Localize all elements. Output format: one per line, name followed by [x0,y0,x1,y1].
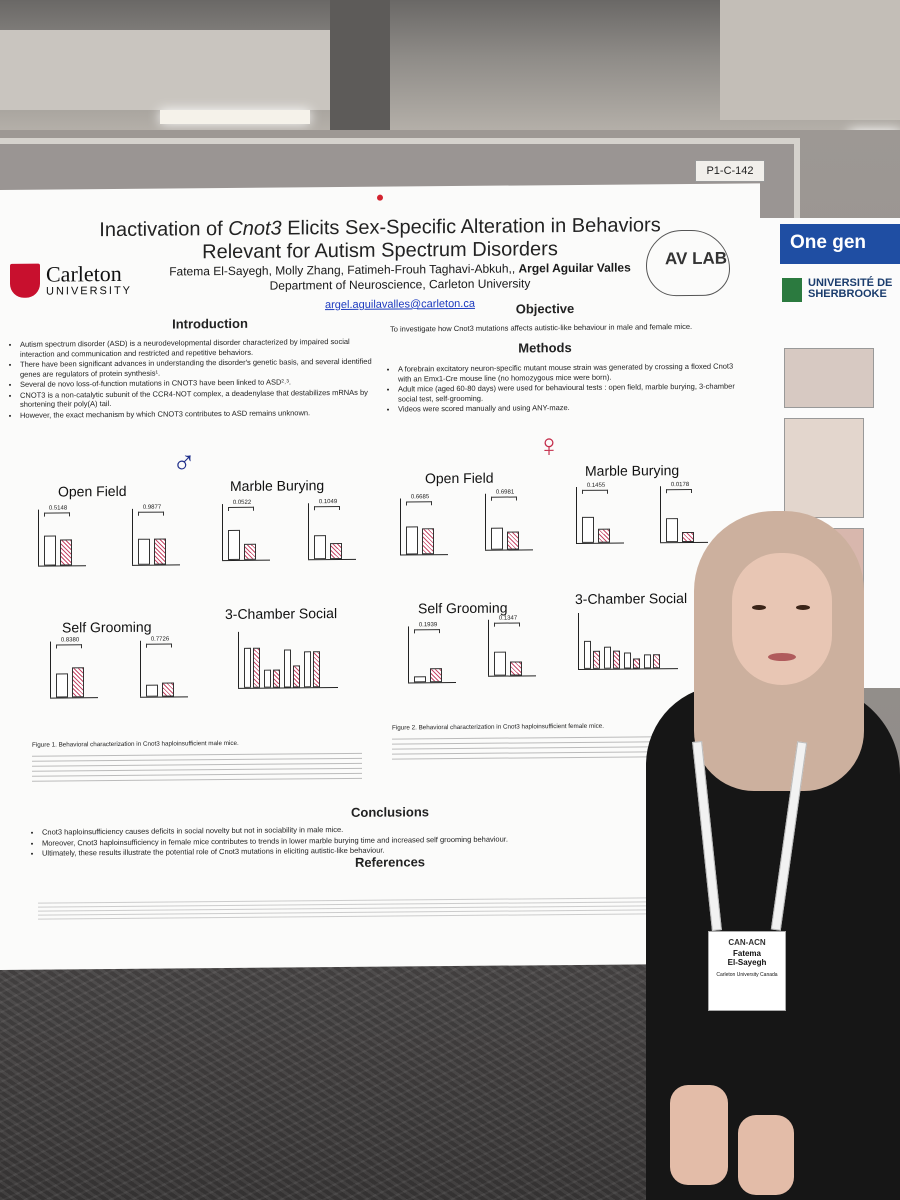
authors: Fatema El-Sayegh, Molly Zhang, Fatimeh-F… [169,260,631,293]
male-fig-f: 0.7726 [130,636,190,709]
male-symbol-icon: ♂ [172,444,196,481]
female-open-field-heading: Open Field [425,469,494,487]
introduction-list: Autism spectrum disorder (ASD) is a neur… [12,337,372,421]
male-fig-d: 0.1049 [298,499,358,572]
av-lab-logo: AV LAB [646,229,730,297]
board-label: P1-C-142 [695,160,765,182]
male-fig-a: 0.5148 [28,505,88,578]
figure-1-caption: Figure 1. Behavioral characterization in… [32,739,239,749]
female-symbol-icon: ♀ [537,427,561,464]
female-fig-f: 0.1347 [478,615,538,688]
female-self-grooming-heading: Self Grooming [418,599,508,617]
methods-list: A forebrain excitatory neuron-specific m… [390,362,740,416]
right-hand [738,1115,794,1195]
carleton-logo: Carleton UNIVERSITY [10,261,150,302]
female-fig-e: 0.1939 [398,622,458,695]
female-fig-c: 0.1455 [566,483,626,556]
male-fig-e: 0.8380 [40,637,100,710]
sherbrooke-s-icon [782,278,802,302]
male-open-field-heading: Open Field [58,482,127,500]
male-marble-burying-heading: Marble Burying [230,477,325,494]
face [732,553,832,685]
ceiling [0,0,900,144]
objective-text: To investigate how Cnot3 mutations affec… [390,321,693,334]
references-heading: References [354,854,426,870]
neighbor-poster-image [784,348,874,408]
neighbor-poster-diagram [784,418,864,518]
conclusions-list: Cnot3 haploinsufficiency causes deficits… [34,822,654,859]
figure-2-caption-body [392,732,662,784]
female-marble-burying-heading: Marble Burying [585,462,680,479]
presenter: CAN-ACN Fatema El-Sayegh Carleton Univer… [636,505,900,1200]
objective-heading: Objective [515,300,575,317]
left-hand [670,1085,728,1185]
push-pin [377,194,383,201]
references-list [38,894,678,923]
figure-2-caption: Figure 2. Behavioral characterization in… [392,722,604,732]
name-badge: CAN-ACN Fatema El-Sayegh Carleton Univer… [708,931,786,1011]
male-fig-c: 0.0522 [212,500,272,573]
male-fig-g [228,627,348,700]
introduction-heading: Introduction [172,315,248,332]
poster-title: Inactivation of Cnot3 Elicits Sex-Specif… [99,214,661,264]
female-fig-a: 0.6685 [390,494,450,567]
shield-icon [10,263,40,298]
figure-1-caption-body [32,749,362,812]
female-fig-b: 0.6981 [475,489,535,562]
male-self-grooming-heading: Self Grooming [62,618,152,636]
sherbrooke-logo: UNIVERSITÉ DE SHERBROOKE [782,276,900,304]
neighbor-poster-banner: One gen [780,224,900,264]
conclusions-heading: Conclusions [350,804,429,820]
male-3-chamber-heading: 3-Chamber Social [225,605,338,623]
male-fig-b: 0.9877 [122,504,182,577]
methods-heading: Methods [518,340,572,356]
